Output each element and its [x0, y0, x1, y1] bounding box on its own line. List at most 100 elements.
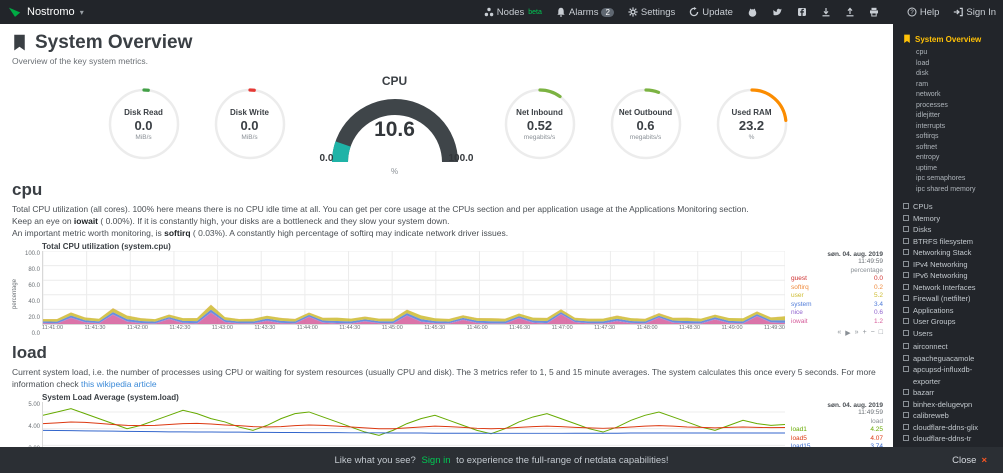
refresh-icon: [690, 7, 699, 17]
sidebar-item-entropy[interactable]: entropy: [916, 154, 940, 161]
net-inbound-gauge[interactable]: Net Inbound 0.52 megabits/s: [500, 84, 580, 164]
facebook-icon: [797, 8, 806, 16]
sidebar-item-ipc-semaphores[interactable]: ipc semaphores: [916, 175, 966, 182]
wikipedia-link[interactable]: this wikipedia article: [80, 379, 157, 389]
nodes-button[interactable]: Nodes beta: [477, 0, 549, 24]
disk-write-gauge[interactable]: Disk Write 0.0 MiB/s: [210, 84, 290, 164]
sidebar-item-binhex-delugevpn[interactable]: binhex-delugevpn: [903, 399, 999, 411]
net-outbound-gauge[interactable]: Net Outbound 0.6 megabits/s: [606, 84, 686, 164]
load-chart-plot[interactable]: [42, 402, 785, 447]
cube-icon: [903, 423, 909, 430]
sidebar-item-load[interactable]: load: [916, 59, 930, 67]
legend-item-load5[interactable]: load5 4.07: [791, 434, 883, 442]
sidebar-item-user-groups[interactable]: User Groups: [903, 316, 999, 328]
legend-item-load1[interactable]: load1 4.25: [791, 426, 883, 433]
main-content: System Overview Overview of the key syst…: [0, 24, 893, 447]
signin-button[interactable]: Sign In: [946, 0, 1003, 24]
play-icon[interactable]: ▶: [845, 330, 851, 337]
sidebar-item-memory[interactable]: Memory: [903, 213, 999, 225]
sidebar-sections: CPUs Memory Disks BTRFS filesystem Networkin…: [903, 201, 999, 339]
sidebar-item-network-interfaces[interactable]: Network Interfaces: [903, 282, 999, 294]
forward-icon[interactable]: »: [854, 329, 859, 336]
disk-read-gauge[interactable]: Disk Read 0.0 MiB/s: [104, 84, 184, 164]
print-button[interactable]: [862, 0, 886, 24]
gauge-unit: %: [390, 167, 399, 176]
sidebar-item-cloudflare-ddns-glix[interactable]: cloudflare-ddns-glix: [903, 422, 999, 434]
banner-signin-link[interactable]: Sign in: [421, 454, 451, 466]
cpu-gauge[interactable]: CPU 10.6 0.0 100.0%: [316, 74, 474, 176]
sidebar-item-cloudflare-ddns-tr[interactable]: cloudflare-ddns-tr: [903, 433, 999, 445]
update-button[interactable]: Update: [682, 0, 740, 24]
gauge-value: 10.6: [374, 118, 415, 141]
sidebar-item-softirqs[interactable]: softirqs: [916, 133, 939, 140]
legend-item-user[interactable]: user 5.2: [791, 292, 883, 299]
gauge-unit: MiB/s: [241, 133, 258, 141]
top-navigation: Nodes beta Alarms 2 Settings: [477, 0, 1003, 24]
sidebar-item-airconnect[interactable]: airconnect: [903, 341, 999, 353]
download-button[interactable]: [814, 0, 838, 24]
reset-zoom-icon[interactable]: □: [878, 329, 883, 336]
sidebar-item-uptime[interactable]: uptime: [916, 164, 938, 172]
sidebar-item-ipv6-networking[interactable]: IPv6 Networking: [903, 270, 999, 282]
facebook-button[interactable]: [790, 0, 814, 24]
load-chart-legend: søn. 04. aug. 2019 11:49:59 load load1 4.…: [785, 402, 883, 447]
github-button[interactable]: [740, 0, 765, 24]
cube-icon: [903, 435, 909, 441]
upload-icon: [846, 7, 854, 17]
legend-item-nice[interactable]: nice 0.6: [791, 309, 883, 316]
sidebar-item-applications[interactable]: Applications: [903, 305, 999, 317]
sidebar-item-apacheguacamole[interactable]: apacheguacamole: [903, 353, 999, 365]
banner-close-button[interactable]: Close ×: [946, 454, 993, 467]
chart-toolbar: «▶» + − □: [791, 329, 883, 337]
used-ram-gauge[interactable]: Used RAM 23.2%: [712, 84, 792, 164]
zoom-in-icon[interactable]: +: [862, 329, 867, 336]
sidebar-item-apcupsd-influxdb-exporter[interactable]: apcupsd-influxdb-exporter: [903, 364, 999, 387]
sidebar-item-btrfs-filesystem[interactable]: BTRFS filesystem: [903, 236, 999, 248]
help-icon: ?: [907, 7, 917, 17]
sidebar-item-ram[interactable]: ram: [916, 80, 929, 88]
bottom-banner: Like what you see? Sign in to experience…: [0, 447, 1003, 473]
brand-menu[interactable]: Nostromo ▾: [8, 5, 84, 19]
sidebar-item-interrupts[interactable]: interrupts: [916, 122, 946, 130]
twitter-button[interactable]: [765, 0, 790, 24]
ipv6-icon: [903, 272, 909, 278]
settings-button[interactable]: Settings: [621, 0, 682, 24]
gauge-label: Net Outbound: [618, 107, 673, 117]
sidebar-item-bazarr[interactable]: bazarr: [903, 387, 999, 399]
sidebar-item-softnet[interactable]: softnet: [916, 143, 938, 151]
sidebar-item-networking-stack[interactable]: Networking Stack: [903, 247, 999, 259]
ethernet-icon: [903, 283, 909, 290]
cpu-chart-xticks: 11:41:00 11:41:30 11:42:00 11:42:30 11:43:00…: [42, 325, 785, 331]
legend-item-softirq[interactable]: softirq 0.2: [791, 283, 883, 291]
user-groups-icon: [903, 318, 909, 324]
sidebar-item-ipv4-networking[interactable]: IPv4 Networking: [903, 259, 999, 271]
sidebar-item-calibreweb[interactable]: calibreweb: [903, 410, 999, 422]
sidebar-item-disks[interactable]: Disks: [903, 224, 999, 236]
ipv4-icon: [903, 260, 909, 267]
sidebar-item-users[interactable]: Users: [903, 328, 999, 340]
beta-tag: beta: [528, 8, 542, 16]
help-button[interactable]: ? Help: [900, 0, 947, 24]
github-icon: [748, 8, 757, 17]
legend-item-guest[interactable]: guest 0.0: [791, 275, 883, 282]
sidebar-item-processes[interactable]: processes: [916, 101, 948, 109]
legend-item-system[interactable]: system 3.4: [791, 300, 883, 308]
brand-name: Nostromo: [27, 6, 75, 18]
upload-button[interactable]: [838, 0, 862, 24]
sidebar-item-network[interactable]: network: [916, 91, 941, 98]
sidebar-item-cpu[interactable]: cpu: [916, 49, 928, 56]
cpu-chart-plot[interactable]: 11:41:00 11:41:30 11:42:00 11:42:30 11:43:00…: [42, 251, 785, 337]
sidebar-item-ipc-shared-memory[interactable]: ipc shared memory: [916, 185, 976, 193]
legend-item-iowait[interactable]: iowait 1.2: [791, 317, 883, 325]
rewind-icon[interactable]: «: [837, 329, 842, 336]
gauge-label: Net Inbound: [516, 107, 563, 117]
sidebar-item-system-overview[interactable]: System Overview: [903, 34, 999, 44]
sidebar-item-idlejitter[interactable]: idlejitter: [916, 112, 941, 119]
sidebar-item-disk[interactable]: disk: [916, 70, 929, 77]
alarms-button[interactable]: Alarms 2: [549, 0, 621, 24]
sidebar-item-cpus[interactable]: CPUs: [903, 201, 999, 213]
sidebar-item-firewall-netfilter[interactable]: Firewall (netfilter): [903, 293, 999, 305]
applications-icon: [903, 306, 909, 313]
legend-item-load15[interactable]: load15 3.74: [791, 443, 883, 447]
zoom-out-icon[interactable]: −: [870, 329, 875, 336]
